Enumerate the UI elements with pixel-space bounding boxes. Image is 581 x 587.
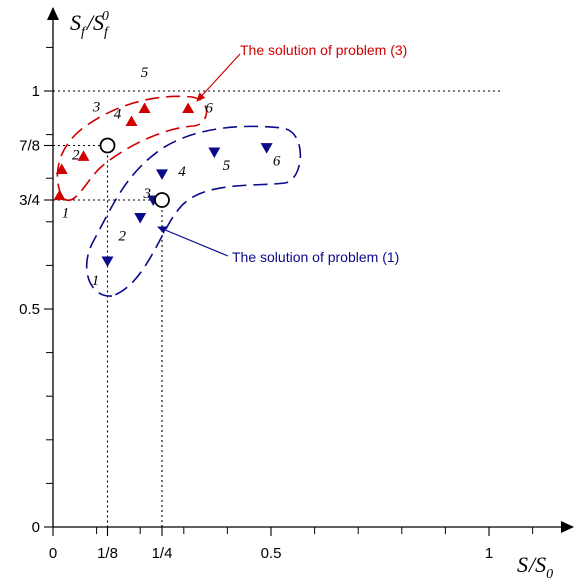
point-label: 6 — [205, 100, 213, 116]
red-triangle-point-3 — [77, 150, 90, 161]
y-tick-label: 0 — [32, 519, 40, 536]
blue-triangle-point-1 — [101, 256, 114, 268]
axes — [47, 7, 574, 533]
red-triangle-point-6 — [182, 102, 195, 113]
x-tick-label: 0.5 — [261, 545, 282, 562]
point-label: 2 — [118, 228, 126, 244]
blue-triangle-point-4 — [156, 169, 168, 180]
axis-ticks: 0 1/8 1/4 0.5 1 0 0.5 3/4 7/8 1 — [19, 46, 534, 562]
red-triangle-point-1 — [53, 189, 66, 201]
cluster-outlines — [56, 95, 302, 297]
red-triangle-point-5 — [138, 102, 151, 113]
data-points — [53, 102, 273, 268]
y-tick-label: 3/4 — [19, 192, 40, 209]
y-tick-label: 0.5 — [19, 301, 40, 318]
red-triangle-point-4 — [125, 115, 138, 127]
guide-lines — [53, 90, 503, 527]
cluster-outline-problem-3 — [56, 95, 208, 201]
point-label: 2 — [72, 147, 80, 163]
x-tick-label: 0 — [49, 545, 57, 562]
x-tick-label: 1/8 — [97, 545, 118, 562]
blue-triangle-point-6 — [260, 143, 273, 154]
x-tick-label: 1/4 — [152, 545, 173, 562]
solution-point-1 — [99, 137, 116, 154]
annotation-arrow-problem-3 — [196, 53, 241, 102]
point-label: 5 — [223, 158, 231, 174]
annotation-problem-3: The solution of problem (3) — [240, 42, 407, 58]
cluster-outline-problem-1 — [85, 125, 302, 297]
x-axis-title: S/S0 — [517, 552, 553, 582]
blue-triangle-point-2 — [134, 212, 147, 224]
point-label: 4 — [114, 107, 122, 123]
point-label: 1 — [92, 273, 100, 289]
point-label: 4 — [178, 164, 186, 180]
point-label: 6 — [273, 154, 281, 170]
annotation-problem-1: The solution of problem (1) — [232, 249, 399, 265]
y-tick-label: 1 — [32, 83, 40, 100]
point-label: 3 — [92, 99, 101, 115]
annotation-arrow-problem-1 — [157, 226, 229, 257]
solution-point-2 — [154, 192, 170, 208]
y-tick-label: 7/8 — [19, 138, 40, 155]
point-label: 1 — [62, 206, 70, 222]
blue-triangle-point-5 — [208, 147, 221, 159]
y-axis-title: Sf/Sf0 — [70, 9, 110, 40]
x-tick-label: 1 — [485, 545, 493, 562]
point-label: 5 — [141, 65, 149, 81]
red-triangle-point-2 — [55, 163, 68, 174]
point-label: 3 — [143, 186, 152, 202]
